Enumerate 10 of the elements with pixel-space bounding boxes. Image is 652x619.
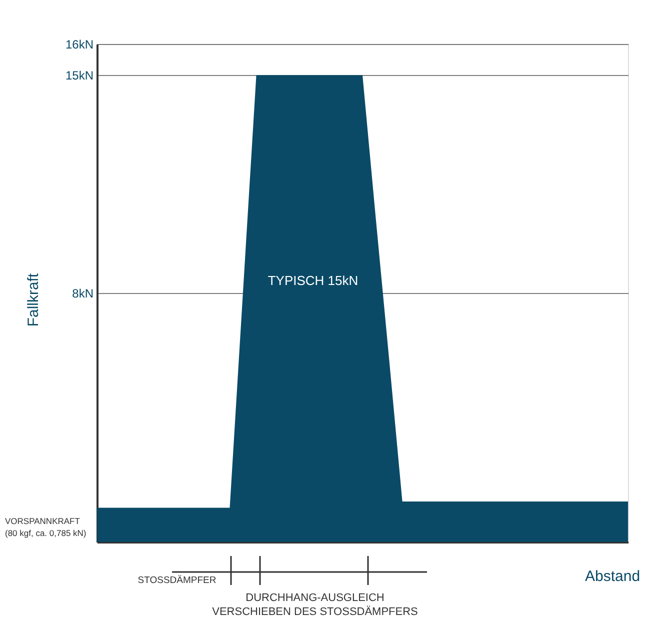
y-tick-label: 8kN bbox=[72, 286, 94, 300]
y-tick-label: 15kN bbox=[65, 68, 94, 83]
annotation: TYPISCH 15kN bbox=[268, 273, 358, 288]
y-tick-label: 16kN bbox=[65, 38, 94, 52]
text: STOSSDÄMPFER bbox=[138, 575, 216, 586]
text: VERSCHIEBEN DES STOSSDÄMPFERS bbox=[212, 605, 418, 618]
text: VORSPANNKRAFT (80 kgf, ca. 0,785 kN) bbox=[5, 516, 86, 538]
y-axis-title: Fallkraft bbox=[25, 272, 42, 327]
text: DURCHHANG-AUSGLEICH bbox=[246, 592, 384, 604]
x-axis-title: Abstand bbox=[585, 568, 640, 585]
